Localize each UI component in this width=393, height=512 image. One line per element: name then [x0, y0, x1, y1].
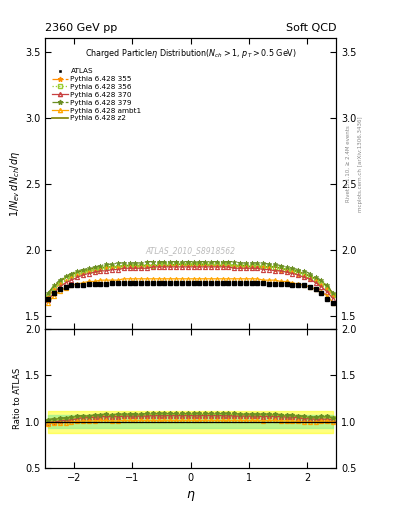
Text: Rivet 3.1.10, ≥ 2.4M events: Rivet 3.1.10, ≥ 2.4M events: [346, 125, 351, 202]
Y-axis label: Ratio to ATLAS: Ratio to ATLAS: [13, 368, 22, 430]
Text: mcplots.cern.ch [arXiv:1306.3436]: mcplots.cern.ch [arXiv:1306.3436]: [358, 116, 363, 211]
Legend: ATLAS, Pythia 6.428 355, Pythia 6.428 356, Pythia 6.428 370, Pythia 6.428 379, P: ATLAS, Pythia 6.428 355, Pythia 6.428 35…: [52, 68, 141, 121]
Text: 2360 GeV pp: 2360 GeV pp: [45, 23, 118, 33]
X-axis label: $\eta$: $\eta$: [186, 489, 195, 503]
Y-axis label: $1/N_{ev}\,dN_{ch}/d\eta$: $1/N_{ev}\,dN_{ch}/d\eta$: [8, 151, 22, 217]
Text: Charged Particle$\eta$ Distribution($N_{ch}>1,\,p_T>0.5$ GeV): Charged Particle$\eta$ Distribution($N_{…: [85, 47, 296, 60]
Text: ATLAS_2010_S8918562: ATLAS_2010_S8918562: [145, 246, 236, 255]
Text: Soft QCD: Soft QCD: [286, 23, 336, 33]
